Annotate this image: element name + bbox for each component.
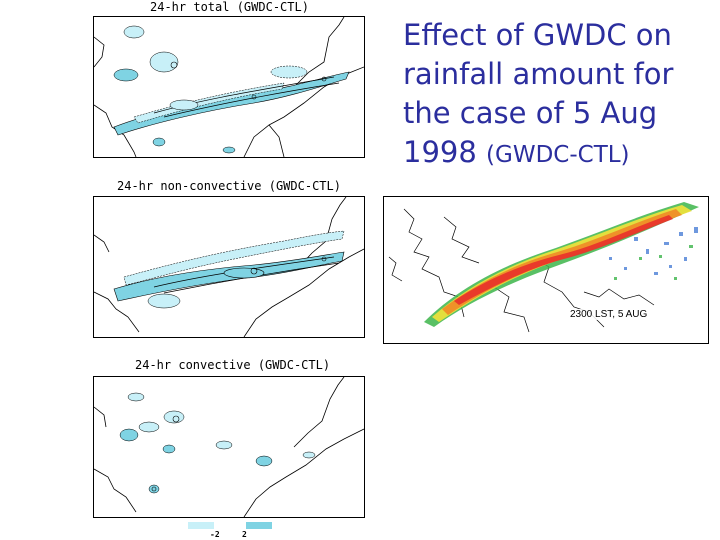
map-nonconvective (93, 196, 365, 338)
colorbar-positive-swatch (246, 522, 272, 529)
slide-title-main: Effect of GWDC on rainfall amount for th… (403, 18, 674, 169)
radar-timestamp: 2300 LST, 5 AUG (570, 309, 648, 320)
map-total (93, 16, 365, 158)
map-convective (93, 376, 365, 518)
colorbar-low-label: -2 (210, 530, 220, 539)
panel-title-total: 24-hr total (GWDC-CTL) (150, 0, 309, 14)
colorbar-high-label: 2 (242, 530, 247, 539)
slide-title: Effect of GWDC on rainfall amount for th… (403, 16, 715, 175)
slide-title-sub: (GWDC-CTL) (486, 142, 630, 168)
colorbar-negative-swatch (188, 522, 214, 529)
panel-title-convective: 24-hr convective (GWDC-CTL) (135, 358, 331, 372)
radar-image (383, 196, 709, 344)
panel-title-nonconvective: 24-hr non-convective (GWDC-CTL) (117, 179, 341, 193)
